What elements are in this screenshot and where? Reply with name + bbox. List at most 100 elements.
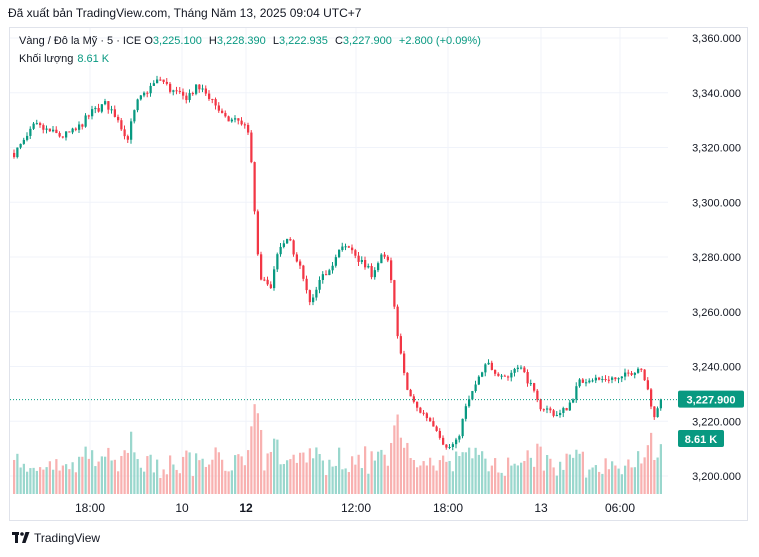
candle-body (578, 379, 581, 387)
volume-bar (331, 466, 334, 494)
candle-body (13, 152, 16, 158)
candle-body (364, 260, 367, 268)
volume-bar (471, 458, 474, 494)
candle-body (640, 368, 643, 370)
volume-bar (373, 460, 376, 494)
x-tick-label: 13 (534, 501, 548, 515)
volume-bar (81, 456, 84, 494)
candle-body (42, 125, 45, 130)
volume-bar (84, 446, 87, 494)
volume-bar (26, 471, 29, 494)
volume-bar (484, 458, 487, 494)
volume-bar (152, 472, 155, 494)
candle-body (523, 367, 526, 373)
candle-body (328, 270, 331, 276)
y-tick-label: 3,280.000 (692, 252, 741, 264)
volume-bar (97, 461, 100, 494)
volume-bar (364, 446, 367, 494)
volume-bar (588, 469, 591, 494)
candle-body (169, 83, 172, 92)
volume-bar (175, 469, 178, 494)
candle-body (331, 265, 334, 271)
volume-bar (74, 472, 77, 494)
symbol-name[interactable]: Vàng / Đô la Mỹ · 5 · ICE (19, 35, 142, 47)
volume-bar (169, 455, 172, 494)
candle-body (299, 261, 302, 266)
brand-name[interactable]: TradingView (34, 531, 101, 545)
volume-bar (230, 470, 233, 494)
candle-body (422, 412, 425, 414)
candle-body (162, 79, 165, 82)
volume-bar (442, 455, 445, 494)
candle-body (552, 410, 555, 416)
candle-body (195, 84, 198, 94)
volume-bar (578, 453, 581, 494)
y-tick-label: 3,200.000 (692, 471, 741, 483)
candle-body (393, 280, 396, 307)
volume-bar (292, 454, 295, 494)
candle-body (247, 124, 250, 133)
candle-body (559, 412, 562, 416)
candle-body (620, 376, 623, 379)
volume-bar (396, 414, 399, 494)
candle-body (217, 105, 220, 111)
candle-body (16, 147, 19, 158)
candle-body (637, 368, 640, 373)
candle-body (120, 120, 123, 130)
change-value: +2.800 (+0.09%) (398, 35, 481, 47)
candle-body (624, 372, 627, 377)
volume-bar (650, 432, 653, 494)
candle-body (507, 376, 510, 378)
volume-bar (146, 456, 149, 494)
chart-frame[interactable] (9, 27, 748, 521)
candle-body (468, 399, 471, 407)
candle-body (409, 389, 412, 397)
candle-body (419, 407, 422, 413)
volume-bar (552, 467, 555, 494)
candle-body (152, 83, 155, 86)
volume-bar (253, 404, 256, 494)
candle-body (656, 408, 659, 418)
candle-body (84, 115, 87, 127)
volume-bar (29, 468, 32, 494)
volume-bar (94, 466, 97, 494)
volume-bar (630, 467, 633, 494)
candle-body (237, 118, 240, 121)
volume-bar (240, 456, 243, 494)
volume-bar (35, 470, 38, 494)
volume-bar (136, 459, 139, 494)
candle-body (234, 118, 237, 120)
volume-bar (247, 450, 250, 494)
volume-bar (260, 429, 263, 494)
volume-bar (497, 472, 500, 494)
volume-bar (243, 465, 246, 494)
volume-bar (178, 473, 181, 494)
volume-bar (279, 464, 282, 494)
volume-bar (87, 458, 90, 494)
candle-body (227, 116, 230, 122)
volume-bar (263, 470, 266, 494)
candle-body (318, 279, 321, 290)
candle-body (403, 353, 406, 373)
close-label: C (334, 35, 343, 47)
candle-body (539, 399, 542, 410)
candle-body (643, 369, 646, 381)
volume-bar (198, 460, 201, 494)
volume-bar (45, 467, 48, 494)
candle-body (481, 372, 484, 377)
volume-bar (386, 465, 389, 494)
volume-bar (510, 465, 513, 494)
candle-body (139, 95, 142, 100)
volume-bar (477, 454, 480, 494)
candle-body (432, 421, 435, 427)
volume-bar (91, 450, 94, 494)
volume-bar (185, 450, 188, 494)
volume-bar (575, 449, 578, 494)
volume-bar (474, 447, 477, 494)
candle-body (360, 260, 363, 262)
volume-bar (555, 475, 558, 494)
candle-body (396, 306, 399, 337)
tradingview-logo-icon[interactable] (12, 532, 30, 544)
volume-bar (269, 451, 272, 494)
